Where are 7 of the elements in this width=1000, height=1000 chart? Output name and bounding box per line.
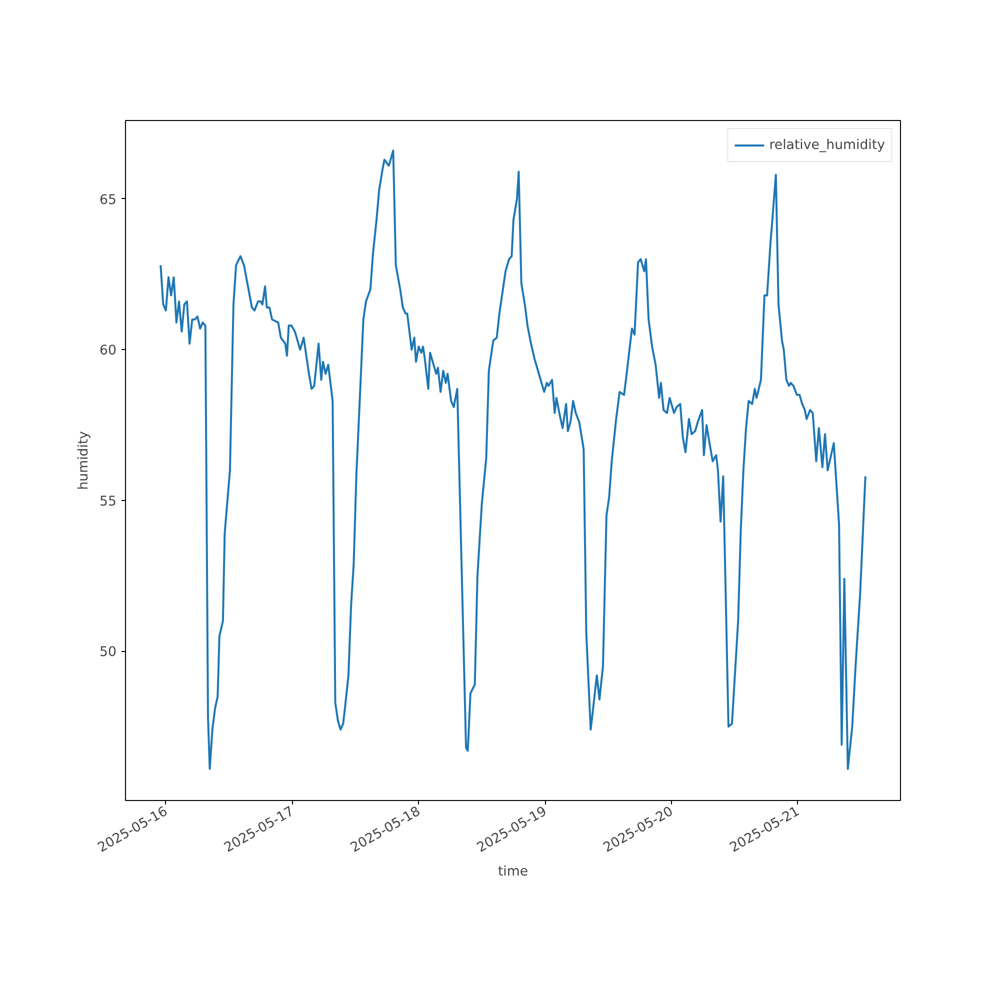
y-tick-label: 50: [100, 645, 117, 660]
legend-label: relative_humidity: [769, 138, 885, 152]
y-tick-label: 55: [100, 494, 117, 510]
y-tick-label: 65: [100, 192, 117, 208]
x-axis-title: time: [498, 864, 528, 880]
y-tick-label: 60: [100, 344, 117, 359]
y-axis-title: humidity: [76, 430, 92, 490]
